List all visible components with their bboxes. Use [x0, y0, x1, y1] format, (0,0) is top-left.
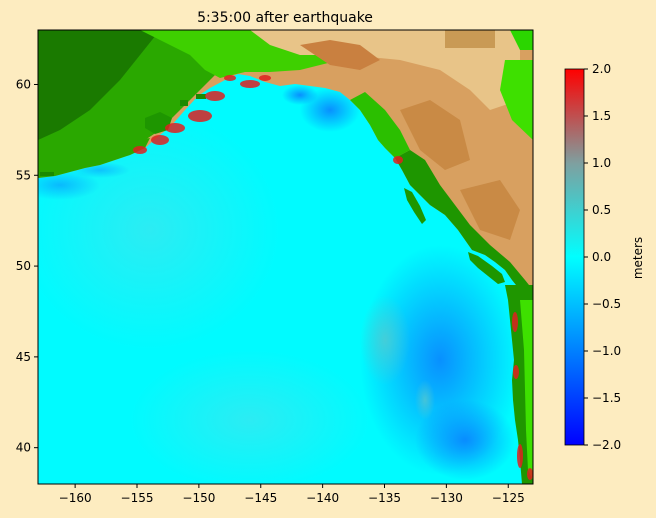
- x-tick-label: −140: [306, 491, 339, 505]
- x-tick-label: −155: [121, 491, 154, 505]
- y-tick-label: 55: [16, 168, 31, 182]
- x-tick-label: −160: [59, 491, 92, 505]
- colorbar-tick-label: 1.5: [592, 109, 611, 123]
- colorbar: [564, 68, 585, 446]
- x-tick-label: −150: [182, 491, 215, 505]
- y-tick-label: 45: [16, 350, 31, 364]
- x-tick-label: −145: [244, 491, 277, 505]
- colorbar-tick-label: −1.5: [592, 391, 621, 405]
- x-tick-label: −130: [430, 491, 463, 505]
- colorbar-tick-label: −1.0: [592, 344, 621, 358]
- y-tick-label: 50: [16, 259, 31, 273]
- y-tick-label: 40: [16, 441, 31, 455]
- x-axis: −160 −155 −150 −145 −140 −135 −130 −125: [59, 484, 525, 505]
- map-title: 5:35:00 after earthquake: [197, 10, 373, 26]
- x-tick-label: −135: [368, 491, 401, 505]
- x-tick-label: −125: [492, 491, 525, 505]
- map-frame: [37, 29, 534, 485]
- land: [38, 30, 533, 484]
- colorbar-ticks: 2.0 1.5 1.0 0.5 0.0 −0.5 −1.0 −1.5 −2.0: [584, 62, 621, 452]
- colorbar-tick-label: −0.5: [592, 297, 621, 311]
- colorbar-tick-label: 0.0: [592, 250, 611, 264]
- colorbar-tick-label: 0.5: [592, 203, 611, 217]
- colorbar-tick-label: −2.0: [592, 438, 621, 452]
- wave-field: [38, 85, 520, 484]
- y-axis: 40 45 50 55 60: [16, 77, 38, 455]
- colorbar-label: meters: [631, 237, 645, 279]
- colorbar-tick-label: 1.0: [592, 156, 611, 170]
- map-area: [38, 30, 533, 484]
- wave-crests: [133, 75, 533, 480]
- y-tick-label: 60: [16, 77, 31, 91]
- colorbar-tick-label: 2.0: [592, 62, 611, 76]
